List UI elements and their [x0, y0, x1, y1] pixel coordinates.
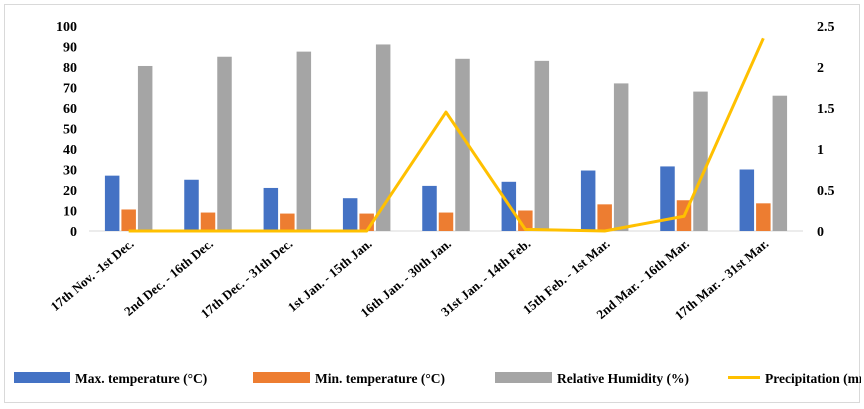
legend-label: Precipitation (mm)	[765, 371, 861, 386]
climate-chart: 0 10 20 30 40 50 60 70 80 90 100 0 0.5 1 1.5 2 2.5 17th…	[14, 20, 864, 386]
bar	[200, 212, 216, 231]
bar	[263, 187, 279, 231]
bar	[693, 91, 708, 231]
bar	[217, 56, 232, 231]
legend-label: Relative Humidity (%)	[557, 371, 689, 386]
right-tick-label: 0	[817, 225, 824, 240]
legend-line-swatch	[728, 376, 760, 379]
bar	[342, 198, 358, 231]
bar	[613, 83, 629, 232]
left-tick-label: 50	[63, 123, 77, 138]
bar	[121, 209, 136, 231]
bar	[597, 204, 612, 231]
left-tick-label: 10	[63, 205, 77, 220]
right-tick-label: 1	[817, 143, 824, 158]
left-tick-label: 100	[56, 20, 77, 35]
category-labels: 17th Nov. -1st Dec.2nd Dec. - 16th Dec.1…	[48, 236, 772, 323]
bar	[137, 65, 153, 231]
bar	[375, 44, 391, 232]
legend-label: Min. temperature (°C)	[315, 371, 445, 386]
category-label: 1st Jan. - 15th Jan.	[285, 236, 375, 315]
precipitation-line-layer	[128, 37, 765, 233]
left-tick-label: 80	[63, 61, 77, 76]
left-tick-label: 60	[63, 102, 77, 117]
chart-frame: 0 10 20 30 40 50 60 70 80 90 100 0 0.5 1 1.5 2 2.5 17th…	[4, 4, 864, 403]
right-tick-label: 2	[817, 61, 824, 76]
right-tick-label: 2.5	[817, 20, 835, 35]
bar	[104, 175, 120, 231]
left-tick-label: 0	[70, 225, 77, 240]
bar	[296, 51, 312, 231]
right-tick-label: 0.5	[817, 184, 835, 199]
left-tick-label: 90	[63, 41, 77, 56]
bar	[438, 212, 454, 231]
legend-swatch	[495, 372, 552, 383]
category-label: 17th Nov. -1st Dec.	[48, 236, 137, 314]
bar	[422, 185, 437, 231]
bar	[280, 213, 295, 231]
legend: Max. temperature (°C) Min. temperature (°…	[14, 371, 864, 386]
bar	[580, 170, 596, 231]
bar	[660, 166, 675, 231]
left-tick-label: 70	[63, 82, 77, 97]
bar	[455, 58, 470, 231]
precipitation-line	[128, 37, 765, 233]
bar	[772, 95, 788, 231]
right-tick-label: 1.5	[817, 102, 835, 117]
bar	[534, 60, 550, 231]
bar	[184, 179, 199, 231]
legend-swatch	[14, 372, 70, 383]
legend-swatch	[253, 372, 310, 383]
left-tick-label: 20	[63, 184, 77, 199]
bar	[739, 169, 755, 231]
right-axis-ticks: 0 0.5 1 1.5 2 2.5	[817, 20, 835, 240]
left-tick-label: 40	[63, 143, 77, 158]
bars-layer	[104, 44, 788, 232]
left-axis-ticks: 0 10 20 30 40 50 60 70 80 90 100	[56, 20, 77, 240]
legend-label: Max. temperature (°C)	[75, 371, 207, 386]
bar	[756, 203, 771, 231]
left-tick-label: 30	[63, 164, 77, 179]
